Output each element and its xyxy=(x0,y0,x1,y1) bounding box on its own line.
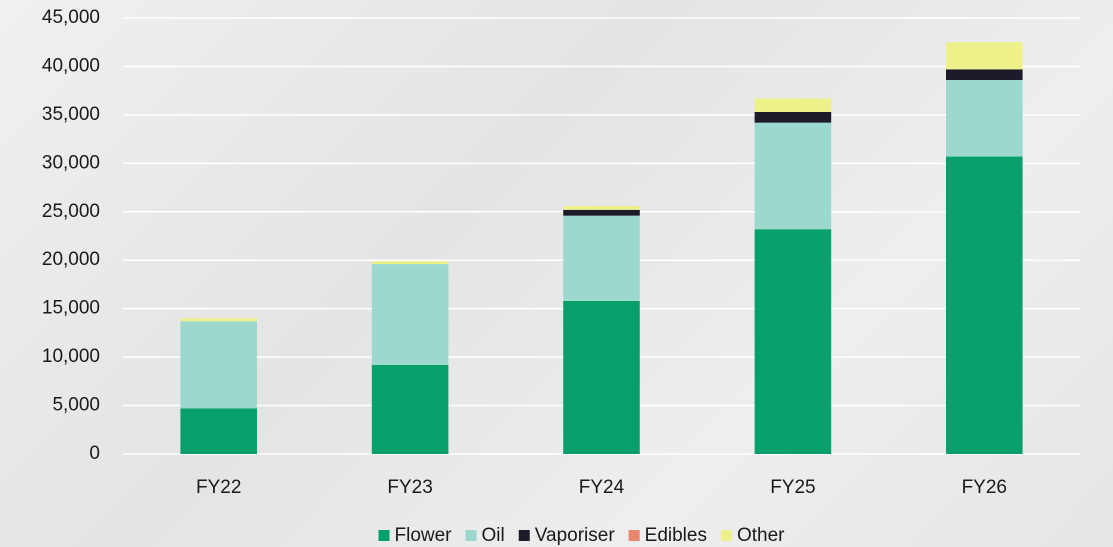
x-tick-label: FY25 xyxy=(770,477,815,498)
y-tick-label: 10,000 xyxy=(42,346,100,367)
bar-segment xyxy=(563,300,640,454)
legend-swatch xyxy=(518,530,530,541)
legend-swatch xyxy=(378,530,390,541)
legend-swatch xyxy=(628,530,640,541)
legend-swatch xyxy=(465,530,477,541)
x-tick-label: FY23 xyxy=(387,477,432,498)
y-tick-label: 35,000 xyxy=(42,104,100,125)
bar-segment xyxy=(180,321,257,409)
bar-segment xyxy=(371,261,449,265)
bar-segment xyxy=(563,215,640,301)
x-tick-label: FY22 xyxy=(196,477,241,498)
bar-segment xyxy=(754,111,832,123)
bar-segment xyxy=(754,98,832,112)
y-tick-label: 5,000 xyxy=(52,395,100,416)
legend-label: Other xyxy=(737,525,785,546)
bar-segment xyxy=(946,156,1023,454)
x-tick-label: FY24 xyxy=(579,477,625,498)
y-tick-label: 40,000 xyxy=(42,55,100,76)
bar-segment xyxy=(180,408,257,454)
y-tick-label: 15,000 xyxy=(42,298,100,319)
bar-segment xyxy=(180,318,257,322)
legend-swatch xyxy=(720,530,732,541)
bar-segment xyxy=(946,69,1023,81)
y-tick-label: 0 xyxy=(89,443,100,464)
legend: Flower Oil Vaporiser Edibles Other xyxy=(378,525,785,546)
bar-segment xyxy=(946,42,1023,70)
bar-segment xyxy=(563,205,640,210)
legend-label: Edibles xyxy=(645,525,707,546)
y-tick-label: 30,000 xyxy=(42,152,100,173)
legend-label: Flower xyxy=(394,525,452,546)
legend-label: Oil xyxy=(482,525,505,546)
bar-segment xyxy=(754,229,832,454)
x-tick-label: FY26 xyxy=(962,477,1007,498)
bar-segment xyxy=(946,80,1023,157)
legend-label: Vaporiser xyxy=(535,525,616,546)
bar-segment xyxy=(371,264,449,365)
bar-segment xyxy=(563,209,640,216)
bar-segment xyxy=(754,122,832,230)
y-tick-label: 25,000 xyxy=(42,201,100,222)
bar-segment xyxy=(371,364,449,454)
y-tick-label: 20,000 xyxy=(42,249,100,270)
y-tick-label: 45,000 xyxy=(42,7,100,28)
